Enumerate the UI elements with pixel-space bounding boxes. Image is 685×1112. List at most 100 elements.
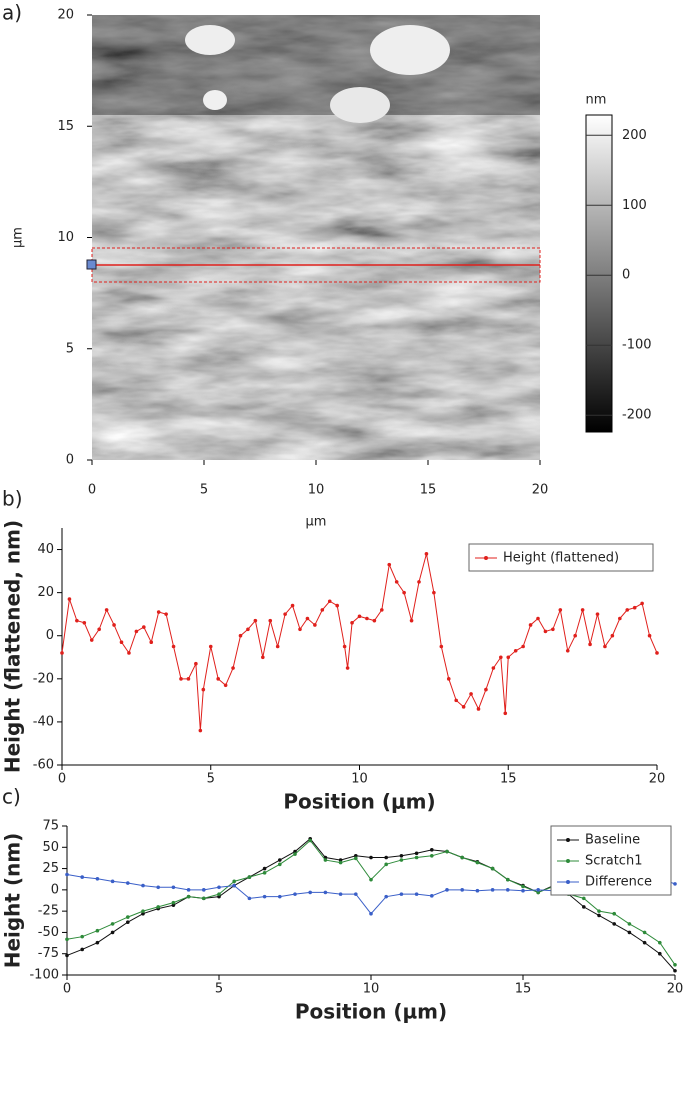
point [430, 894, 434, 898]
point [313, 623, 317, 627]
y-tick-label: 50 [42, 840, 59, 855]
legend-marker [566, 859, 570, 863]
point [345, 666, 350, 670]
point [424, 552, 429, 556]
x-tick-label: 0 [88, 483, 96, 498]
y-tick-label: 75 [42, 819, 59, 834]
point [597, 909, 601, 913]
point [673, 882, 677, 886]
point [80, 875, 84, 879]
x-tick-label: 15 [515, 982, 532, 997]
point [439, 644, 444, 649]
point [89, 638, 94, 642]
point [261, 655, 265, 660]
point [141, 883, 145, 888]
y-tick-label: 5 [66, 341, 74, 356]
point [186, 888, 191, 892]
point [384, 862, 389, 867]
point [484, 687, 488, 692]
x-axis-label: µm [306, 515, 327, 530]
y-axis-label: Height (nm) [1, 833, 25, 969]
point [354, 892, 358, 896]
x-tick-label: 0 [58, 772, 66, 787]
point [543, 629, 548, 634]
afm-particle [330, 87, 390, 123]
point [469, 692, 473, 696]
point [603, 644, 607, 649]
point [290, 603, 295, 608]
point [582, 905, 586, 909]
afm-particle [203, 90, 227, 110]
x-tick-label: 10 [308, 483, 325, 498]
y-tick-label: -75 [38, 946, 59, 961]
point [327, 599, 332, 604]
point [283, 612, 287, 616]
point [354, 856, 358, 861]
point [506, 877, 510, 882]
colorbar [585, 114, 613, 433]
point [186, 894, 191, 899]
point [198, 728, 203, 733]
point [499, 655, 503, 660]
point [536, 890, 540, 895]
point [127, 651, 131, 655]
point [491, 666, 496, 670]
point [171, 885, 176, 890]
point [141, 909, 145, 913]
point [475, 888, 480, 893]
point [536, 616, 540, 621]
point [142, 625, 146, 629]
point [627, 922, 632, 926]
x-tick-label: 10 [351, 772, 368, 787]
point [582, 896, 586, 901]
point [580, 608, 585, 612]
y-tick-label: -20 [33, 671, 54, 686]
point [658, 940, 662, 945]
point [335, 603, 339, 608]
point [75, 618, 79, 623]
legend-label: Height (flattened) [503, 551, 619, 566]
point [558, 608, 563, 612]
afm-shade [92, 15, 540, 115]
x-tick-label: 20 [532, 483, 549, 498]
point [223, 683, 228, 688]
point [278, 858, 282, 862]
point [627, 930, 632, 935]
point [216, 677, 220, 681]
colorbar-tick-label: 0 [622, 268, 630, 283]
point [503, 711, 508, 716]
point [394, 580, 399, 584]
point [97, 627, 101, 632]
point [95, 928, 100, 933]
x-tick-label: 15 [420, 483, 437, 498]
point [323, 890, 328, 895]
point [369, 855, 373, 860]
afm-particle [185, 25, 235, 55]
legend-label: Baseline [585, 833, 640, 848]
afm-particle [370, 25, 450, 75]
point [573, 633, 577, 638]
point [95, 940, 100, 945]
legend-marker [566, 838, 570, 842]
point [320, 608, 325, 612]
point [217, 885, 221, 890]
y-tick-label: 20 [37, 585, 54, 600]
point [399, 854, 404, 858]
point [369, 877, 373, 882]
point [156, 885, 160, 890]
point [551, 627, 555, 632]
point [171, 903, 176, 907]
point [60, 651, 64, 655]
point [372, 618, 377, 623]
point [110, 930, 115, 935]
point [134, 629, 139, 634]
point [536, 888, 540, 892]
point [460, 888, 465, 892]
profile-handle[interactable] [86, 259, 97, 270]
point [642, 940, 647, 945]
point [278, 894, 282, 899]
x-tick-label: 10 [363, 982, 380, 997]
point [490, 866, 495, 871]
point [380, 608, 384, 612]
point [445, 888, 449, 892]
